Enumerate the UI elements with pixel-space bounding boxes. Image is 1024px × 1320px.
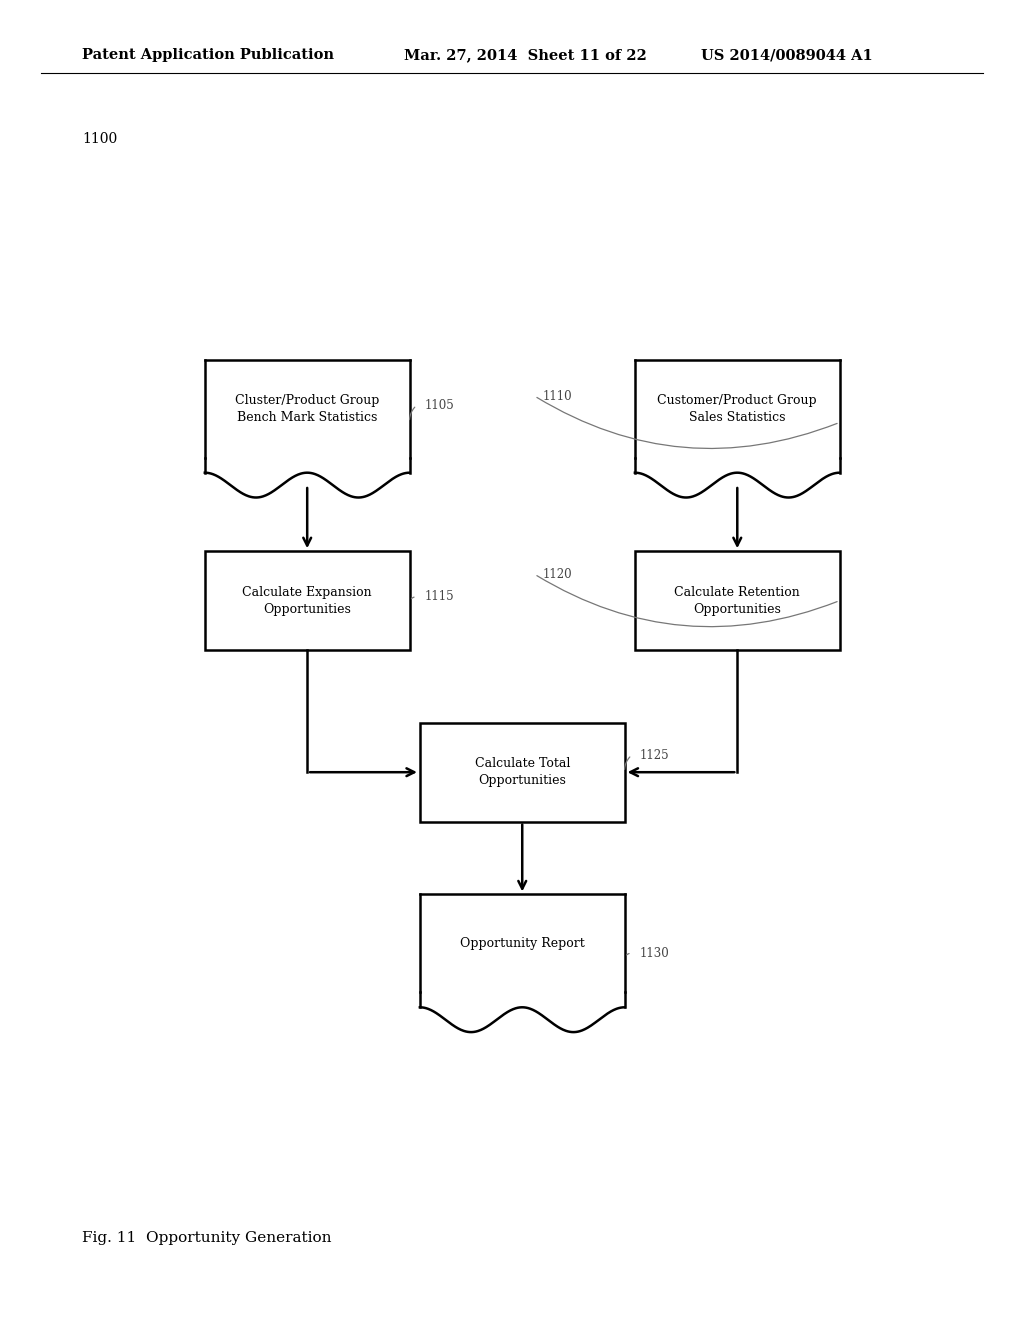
Bar — [420, 722, 625, 821]
Text: Mar. 27, 2014  Sheet 11 of 22: Mar. 27, 2014 Sheet 11 of 22 — [404, 49, 647, 62]
Text: Calculate Retention
Opportunities: Calculate Retention Opportunities — [675, 586, 800, 615]
Text: 1130: 1130 — [640, 946, 670, 960]
Text: 1125: 1125 — [640, 748, 670, 762]
Text: 1105: 1105 — [425, 399, 455, 412]
Text: Opportunity Report: Opportunity Report — [460, 937, 585, 949]
Text: Calculate Total
Opportunities: Calculate Total Opportunities — [474, 758, 570, 787]
Bar — [635, 552, 840, 649]
Text: Cluster/Product Group
Bench Mark Statistics: Cluster/Product Group Bench Mark Statist… — [236, 393, 379, 424]
Text: 1115: 1115 — [425, 590, 455, 603]
Text: Customer/Product Group
Sales Statistics: Customer/Product Group Sales Statistics — [657, 393, 817, 424]
Text: 1100: 1100 — [82, 132, 117, 145]
Text: Fig. 11  Opportunity Generation: Fig. 11 Opportunity Generation — [82, 1232, 332, 1245]
Bar — [205, 552, 410, 649]
Text: 1110: 1110 — [543, 389, 572, 403]
Text: Calculate Expansion
Opportunities: Calculate Expansion Opportunities — [243, 586, 372, 615]
Text: Patent Application Publication: Patent Application Publication — [82, 49, 334, 62]
Text: 1120: 1120 — [543, 568, 572, 581]
Text: US 2014/0089044 A1: US 2014/0089044 A1 — [701, 49, 873, 62]
